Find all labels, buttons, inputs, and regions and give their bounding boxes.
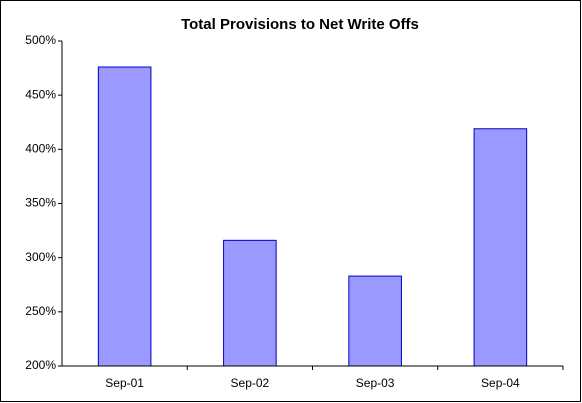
x-tick-label: Sep-02 [231, 376, 270, 390]
bar [223, 239, 277, 367]
chart-title: Total Provisions to Net Write Offs [181, 16, 419, 33]
bar [473, 128, 528, 367]
y-tick-label: 450% [25, 87, 56, 101]
x-tick-label: Sep-01 [105, 376, 144, 390]
x-tick-label: Sep-03 [356, 376, 395, 390]
y-tick-label: 350% [25, 196, 56, 210]
y-tick-label: 200% [25, 358, 56, 372]
x-tick-label: Sep-04 [481, 376, 520, 390]
bar [97, 66, 152, 367]
y-tick-label: 400% [25, 142, 56, 156]
y-tick-label: 500% [25, 33, 56, 47]
y-tick-label: 250% [25, 304, 56, 318]
y-tick-label: 300% [25, 250, 56, 264]
bar [348, 275, 402, 367]
